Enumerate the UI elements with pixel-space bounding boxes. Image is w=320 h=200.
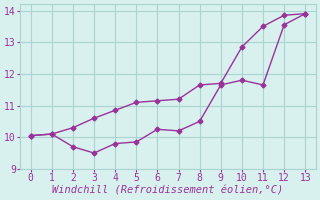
- X-axis label: Windchill (Refroidissement éolien,°C): Windchill (Refroidissement éolien,°C): [52, 186, 284, 196]
